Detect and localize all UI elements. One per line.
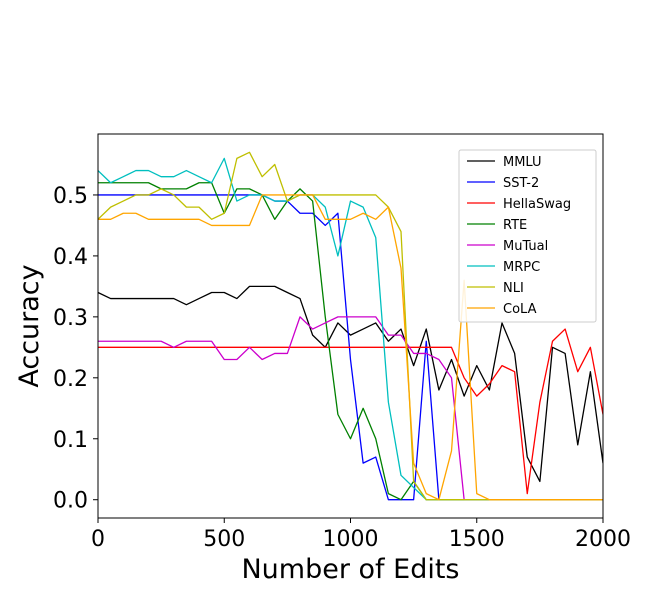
x-tick-label: 500 xyxy=(203,527,245,552)
series-line-nli xyxy=(98,151,603,501)
series-line-cola xyxy=(98,194,603,501)
legend-box xyxy=(458,149,597,323)
x-axis-ticks: 0 500 1000 1500 2000 xyxy=(91,518,631,552)
series-layer xyxy=(98,151,603,501)
x-axis-title: Number of Edits xyxy=(241,554,459,585)
y-tick-label: 0.0 xyxy=(53,489,88,514)
series-line-sst-2 xyxy=(98,194,603,501)
legend-label: MMLU xyxy=(503,155,542,170)
legend-label: RTE xyxy=(503,218,527,233)
y-tick-label: 0.5 xyxy=(53,184,88,209)
y-tick-label: 0.3 xyxy=(53,306,88,331)
y-axis-title: Accuracy xyxy=(14,264,45,387)
legend-label: CoLA xyxy=(503,302,537,317)
y-tick-label: 0.1 xyxy=(53,428,88,453)
y-tick-label: 0.2 xyxy=(53,367,88,392)
legend: MMLU SST-2 HellaSwag RTE MuTual MRPC NLI CoLA xyxy=(458,149,597,323)
x-tick-label: 1000 xyxy=(323,527,379,552)
legend-label: MRPC xyxy=(503,260,540,275)
series-line-mmlu xyxy=(98,285,603,483)
legend-label: MuTual xyxy=(503,239,548,254)
x-tick-label: 0 xyxy=(91,527,105,552)
series-line-mutual xyxy=(98,316,603,501)
legend-label: HellaSwag xyxy=(503,197,571,212)
x-tick-label: 1500 xyxy=(449,527,505,552)
y-axis-ticks: 0.0 0.1 0.2 0.3 0.4 0.5 xyxy=(53,184,98,514)
y-tick-label: 0.4 xyxy=(53,245,88,270)
legend-label: SST-2 xyxy=(503,176,539,191)
series-line-hellaswag xyxy=(98,328,603,495)
legend-label: NLI xyxy=(503,281,524,296)
x-tick-label: 2000 xyxy=(575,527,631,552)
